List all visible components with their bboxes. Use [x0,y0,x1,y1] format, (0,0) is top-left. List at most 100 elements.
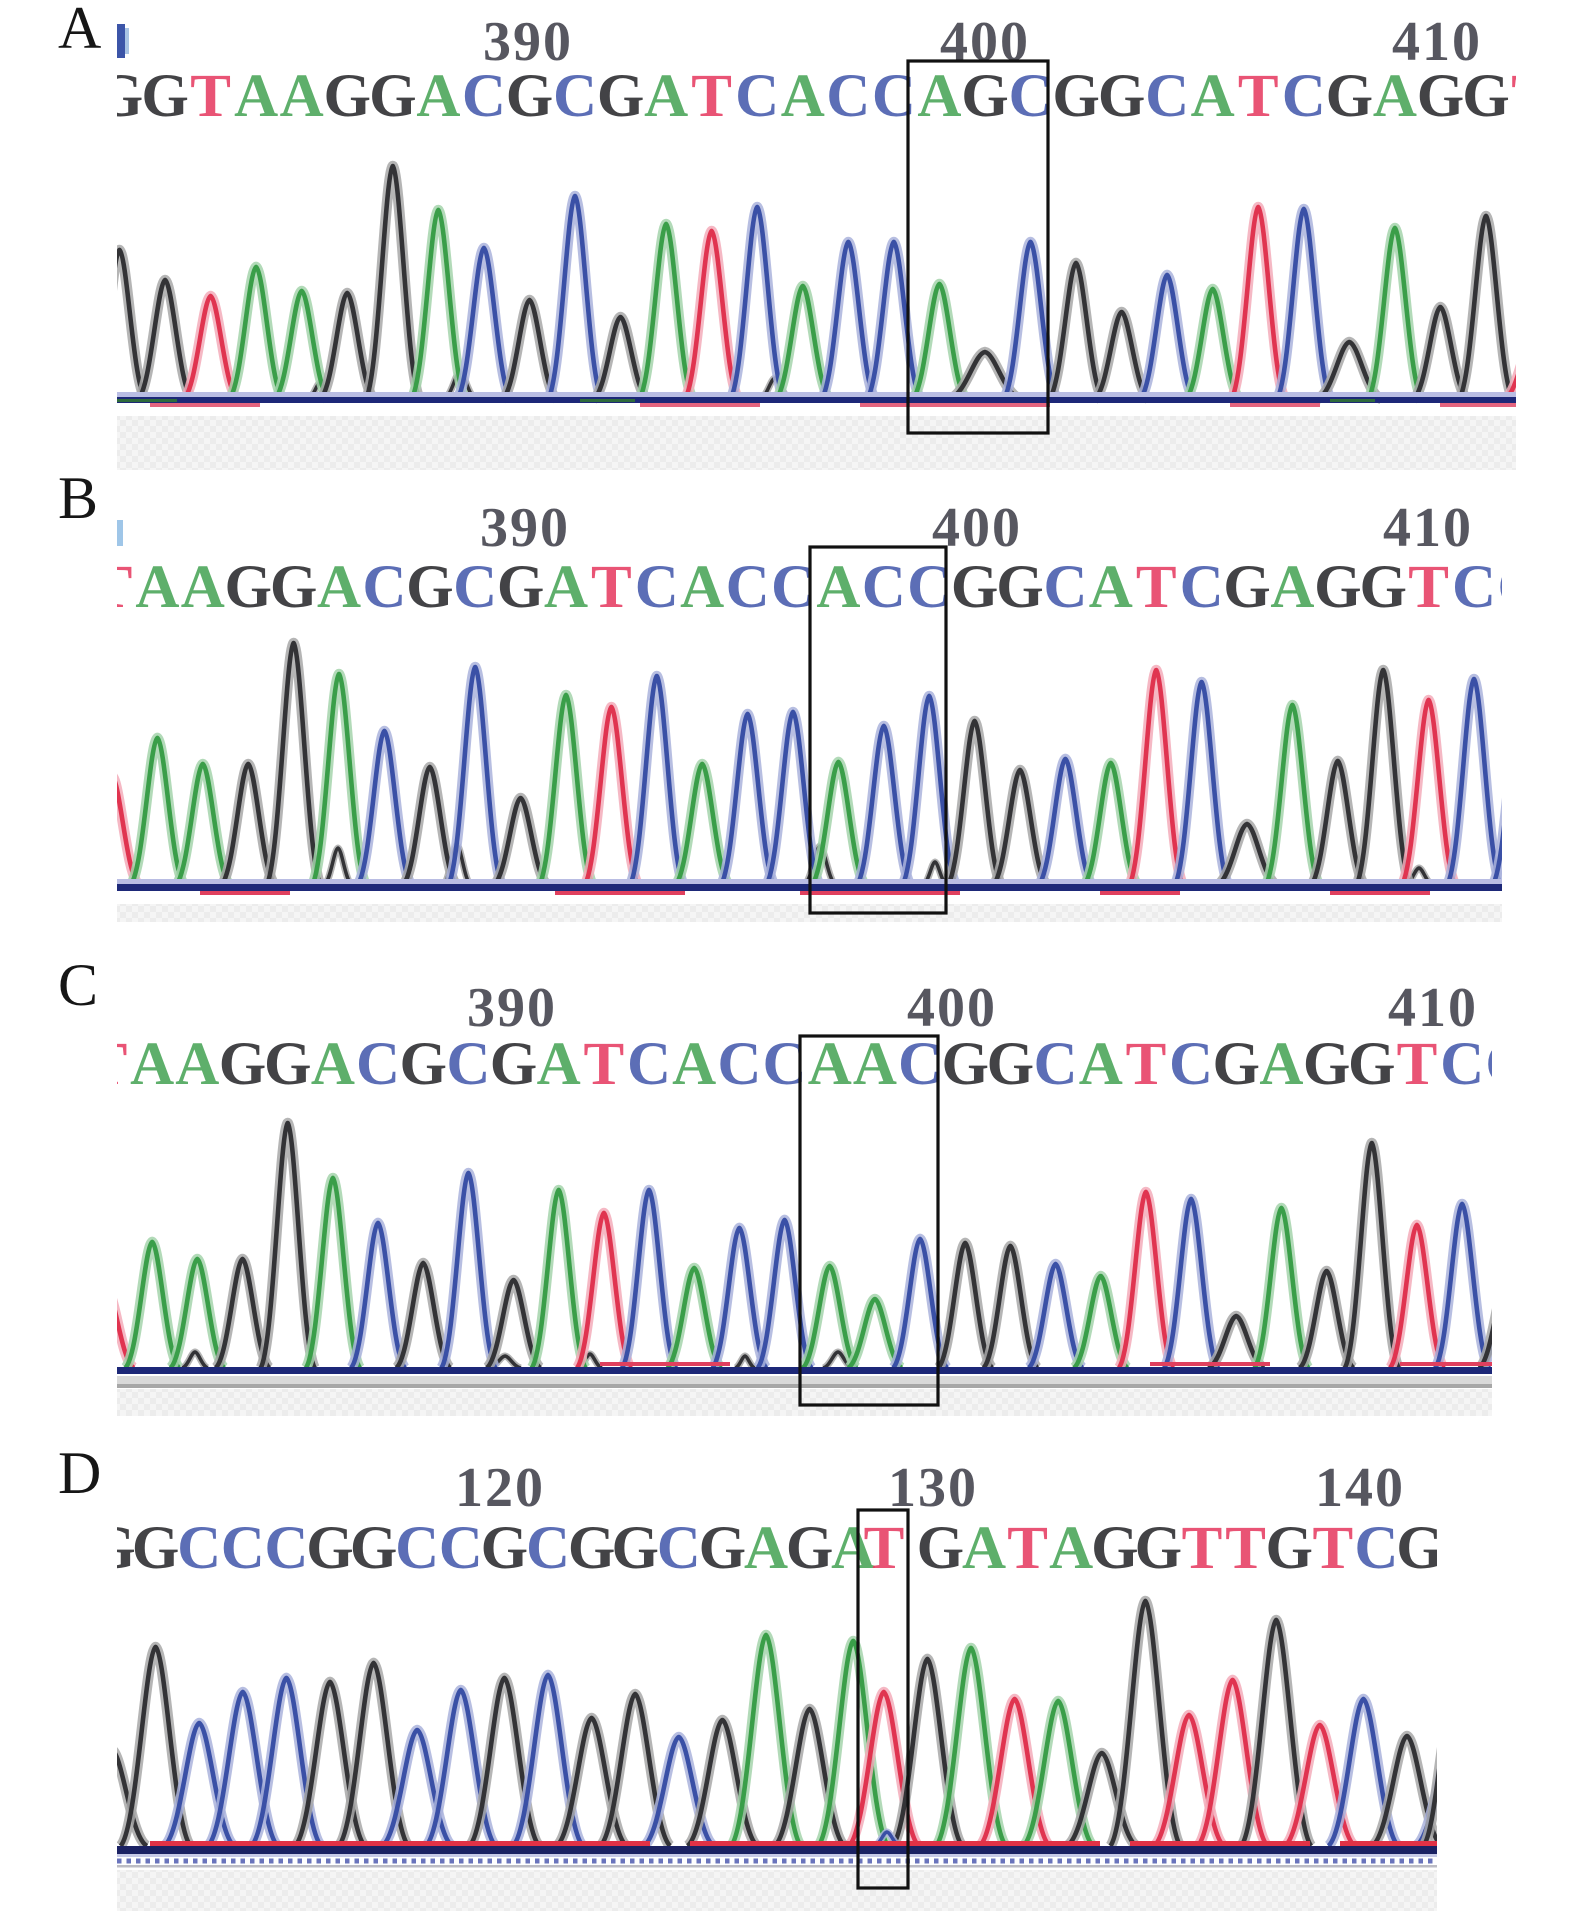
svg-text:C: C [553,63,597,130]
svg-text:C: C [1485,1031,1529,1098]
svg-text:T: T [1126,1031,1167,1098]
svg-text:G: G [611,1515,658,1582]
svg-text:A: A [1079,1031,1123,1098]
svg-text:C: C [439,1515,483,1582]
svg-text:390: 390 [480,497,570,559]
svg-text:390: 390 [467,977,557,1039]
svg-text:G: G [224,554,271,621]
svg-text:A: A [135,554,179,621]
svg-text:C: C [1145,63,1189,130]
svg-text:G: G [1359,554,1406,621]
svg-text:C: C [356,1031,400,1098]
svg-text:C: C [726,554,770,621]
svg-text:A: A [816,554,860,621]
svg-text:G: G [1223,554,1270,621]
svg-text:T: T [87,1031,128,1098]
svg-text:G: G [917,1515,964,1582]
svg-text:G: G [132,1515,179,1582]
svg-text:G: G [96,63,143,130]
svg-text:T: T [1225,1515,1266,1582]
svg-text:G: G [481,1515,528,1582]
svg-text:T: T [190,63,231,130]
svg-text:A: A [781,63,825,130]
svg-text:A: A [831,1515,875,1582]
svg-text:A: A [644,63,688,130]
svg-text:G: G [324,63,371,130]
svg-text:C: C [1180,554,1224,621]
svg-text:A: A [280,63,324,130]
svg-text:C: C [826,63,870,130]
svg-text:A: A [962,1515,1006,1582]
svg-text:G: G [88,1515,135,1582]
svg-text:120: 120 [455,1457,545,1519]
svg-text:A: A [672,1031,716,1098]
svg-text:T: T [1136,554,1177,621]
svg-text:C: C [362,554,406,621]
svg-text:140: 140 [1315,1457,1405,1519]
svg-text:D: D [58,1440,101,1506]
svg-text:A: A [1373,63,1417,130]
svg-text:C: C [395,1515,439,1582]
svg-text:G: G [1098,63,1145,130]
svg-text:A: A [1270,554,1314,621]
svg-text:C: C [1008,63,1052,130]
svg-text:G: G [219,1031,266,1098]
svg-text:G: G [568,1515,615,1582]
svg-text:G: G [1396,1515,1443,1582]
svg-text:G: G [264,1031,311,1098]
svg-text:C: C [1354,1515,1398,1582]
svg-text:C: C [657,1515,701,1582]
svg-text:G: G [1314,554,1361,621]
svg-text:T: T [1007,1515,1048,1582]
svg-text:G: G [497,554,544,621]
svg-text:G: G [1091,1515,1138,1582]
svg-text:G: G [786,1515,833,1582]
svg-text:410: 410 [1392,11,1482,73]
svg-text:G: G [306,1515,353,1582]
svg-text:G: G [141,63,188,130]
svg-text:C: C [735,63,779,130]
svg-text:G: G [951,554,998,621]
svg-text:400: 400 [940,11,1030,73]
svg-text:390: 390 [483,11,573,73]
svg-text:C: C [58,952,98,1018]
svg-text:A: A [544,554,588,621]
svg-text:G: G [406,554,453,621]
svg-text:410: 410 [1388,977,1478,1039]
svg-text:G: G [1348,1031,1395,1098]
svg-text:C: C [462,63,506,130]
svg-text:C: C [1043,554,1087,621]
svg-text:A: A [130,1031,174,1098]
svg-text:G: G [996,554,1043,621]
svg-text:G: G [270,554,317,621]
svg-text:A: A [853,1031,897,1098]
svg-text:A: A [1259,1031,1303,1098]
svg-text:G: G [597,63,644,130]
svg-text:G: G [1213,1031,1260,1098]
svg-text:A: A [175,1031,219,1098]
svg-text:A: A [1049,1515,1093,1582]
svg-text:C: C [1452,554,1496,621]
svg-text:T: T [864,1515,905,1582]
svg-text:C: C [862,554,906,621]
svg-text:C: C [177,1515,221,1582]
svg-text:C: C [635,554,679,621]
svg-text:A: A [917,63,961,130]
svg-text:A: A [234,63,278,130]
svg-text:G: G [1265,1515,1312,1582]
svg-text:A: A [311,1031,355,1098]
svg-text:T: T [1397,1031,1438,1098]
svg-text:T: T [591,554,632,621]
svg-text:C: C [526,1515,570,1582]
svg-text:A: A [181,554,225,621]
svg-text:G: G [1417,63,1464,130]
svg-text:C: C [446,1031,490,1098]
svg-text:A: A [317,554,361,621]
svg-text:T: T [691,63,732,130]
svg-text:G: G [350,1515,397,1582]
svg-text:C: C [1034,1031,1078,1098]
svg-text:G: G [961,63,1008,130]
svg-text:C: C [221,1515,265,1582]
svg-text:A: A [1191,63,1235,130]
svg-text:410: 410 [1383,497,1473,559]
